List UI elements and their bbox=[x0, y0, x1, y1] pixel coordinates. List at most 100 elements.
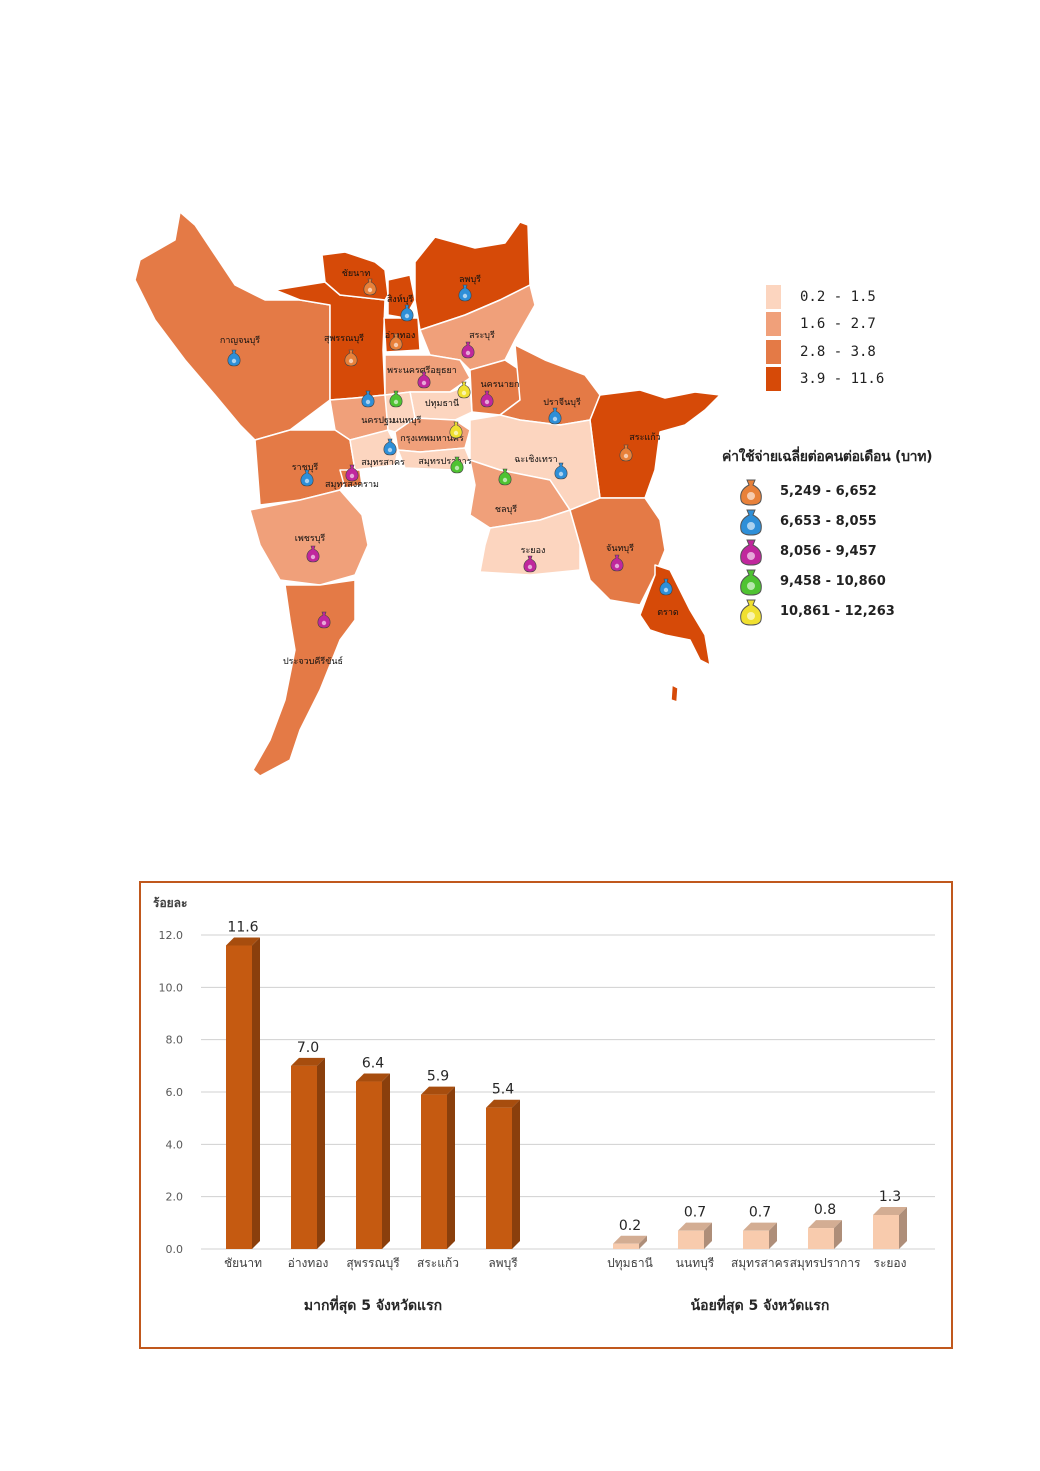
data-label: 0.8 bbox=[814, 1202, 836, 1218]
bar-side bbox=[317, 1057, 325, 1249]
expense-range-label: 5,249 - 6,652 bbox=[780, 483, 877, 499]
range-legend: 0.2 - 1.5 1.6 - 2.7 2.8 - 3.8 3.9 - 11.6 bbox=[766, 283, 926, 393]
range-label: 2.8 - 3.8 bbox=[800, 343, 876, 360]
data-label: 5.4 bbox=[492, 1082, 514, 1098]
data-label: 0.7 bbox=[749, 1205, 771, 1221]
money-bag-magenta-icon bbox=[610, 554, 624, 572]
expense-legend-row: 9,458 - 10,860 bbox=[722, 566, 952, 596]
bar bbox=[678, 1230, 704, 1249]
province-label: ปราจีนบุรี bbox=[543, 397, 581, 408]
bar bbox=[291, 1065, 317, 1249]
money-bag-blue-icon bbox=[659, 578, 673, 596]
expense-legend-row: 6,653 - 8,055 bbox=[722, 506, 952, 536]
money-bag-yellow-icon bbox=[449, 421, 463, 439]
bar bbox=[486, 1107, 512, 1249]
bar bbox=[226, 945, 252, 1249]
range-legend-row: 1.6 - 2.7 bbox=[766, 311, 926, 339]
x-tick-label: ระยอง bbox=[874, 1256, 907, 1270]
province-label: ปทุมธานี bbox=[425, 398, 459, 409]
bar-side bbox=[639, 1235, 647, 1249]
money-bag-blue-icon bbox=[361, 390, 375, 408]
money-bag-magenta-icon bbox=[417, 371, 431, 389]
bar-side bbox=[382, 1073, 390, 1249]
bar-side bbox=[834, 1220, 842, 1249]
money-bag-blue-icon bbox=[227, 349, 241, 367]
group-label: น้อยที่สุด 5 จังหวัดแรก bbox=[691, 1295, 830, 1314]
province-label: ชัยนาท bbox=[342, 269, 371, 279]
range-label: 3.9 - 11.6 bbox=[800, 371, 885, 388]
province-label: ประจวบคีรีขันธ์ bbox=[283, 655, 343, 667]
province-label: ชลบุรี bbox=[495, 504, 517, 515]
province-label: สระแก้ว bbox=[629, 432, 660, 443]
money-bag-blue-icon bbox=[458, 284, 472, 302]
bar bbox=[743, 1230, 769, 1249]
province-label: ลพบุรี bbox=[459, 274, 481, 285]
bar-top bbox=[486, 1099, 520, 1108]
expense-range-label: 8,056 - 9,457 bbox=[780, 543, 877, 559]
data-label: 5.9 bbox=[427, 1069, 449, 1085]
province-label: สระบุรี bbox=[469, 330, 495, 341]
bar-top bbox=[678, 1222, 712, 1231]
x-tick-label: สระแก้ว bbox=[417, 1256, 459, 1270]
x-tick-label: สมุทรปราการ bbox=[790, 1256, 861, 1271]
region-lopburi bbox=[414, 221, 531, 331]
money-bag-orange-icon bbox=[740, 479, 762, 506]
province-label: นครนายก bbox=[481, 380, 520, 390]
bar-top bbox=[356, 1073, 390, 1082]
x-tick-label: สมุทรสาคร bbox=[731, 1256, 790, 1271]
region-sakaeo bbox=[589, 389, 721, 499]
y-tick-label: 2.0 bbox=[166, 1191, 184, 1204]
province-map: ชัยนาท สิงห์บุรี ลพบุรี กาญจนบุรี สุพรรณบุรี… bbox=[134, 211, 952, 777]
province-label: สมุทรปราการ bbox=[418, 457, 471, 467]
data-label: 0.2 bbox=[619, 1218, 641, 1234]
money-bag-green-icon bbox=[498, 468, 512, 486]
money-bag-yellow-icon bbox=[457, 381, 471, 399]
bar-side bbox=[447, 1086, 455, 1249]
bar-top bbox=[291, 1057, 325, 1066]
money-bag-magenta-icon bbox=[480, 390, 494, 408]
region-rayong bbox=[479, 509, 581, 576]
province-label: เพชรบุรี bbox=[295, 533, 326, 544]
bar bbox=[873, 1214, 899, 1249]
bar bbox=[421, 1094, 447, 1249]
bar-side bbox=[899, 1206, 907, 1249]
province-label: นนทบุรี bbox=[393, 415, 422, 426]
expense-legend-title: ค่าใช้จ่ายเฉลี่ยต่อคนต่อเดือน (บาท) bbox=[722, 449, 933, 465]
expense-legend: ค่าใช้จ่ายเฉลี่ยต่อคนต่อเดือน (บาท) 5,24… bbox=[722, 446, 952, 626]
money-bag-blue-icon bbox=[740, 509, 762, 536]
money-bag-blue-icon bbox=[383, 438, 397, 456]
y-tick-label: 8.0 bbox=[166, 1034, 184, 1047]
money-bag-magenta-icon bbox=[317, 611, 331, 629]
range-label: 1.6 - 2.7 bbox=[800, 316, 876, 333]
money-bag-yellow-icon bbox=[740, 599, 762, 626]
money-bag-green-icon bbox=[740, 569, 762, 596]
bar-side bbox=[512, 1099, 520, 1249]
range-swatch bbox=[766, 284, 781, 309]
expense-range-label: 10,861 - 12,263 bbox=[780, 603, 895, 619]
region-trat bbox=[639, 564, 711, 666]
y-axis-label: ร้อยละ bbox=[153, 896, 187, 910]
range-legend-row: 0.2 - 1.5 bbox=[766, 283, 926, 311]
expense-legend-row: 8,056 - 9,457 bbox=[722, 536, 952, 566]
range-label: 0.2 - 1.5 bbox=[800, 288, 876, 305]
bar-top bbox=[873, 1206, 907, 1215]
data-label: 0.7 bbox=[684, 1205, 706, 1221]
bar bbox=[808, 1228, 834, 1249]
province-label: จันทบุรี bbox=[606, 543, 634, 554]
bar-side bbox=[252, 937, 260, 1249]
data-label: 6.4 bbox=[362, 1056, 384, 1072]
money-bag-orange-icon bbox=[389, 333, 403, 351]
money-bag-magenta-icon bbox=[461, 341, 475, 359]
money-bag-magenta-icon bbox=[306, 545, 320, 563]
province-label: ตราด bbox=[657, 608, 679, 618]
x-tick-label: ลพบุรี bbox=[488, 1256, 518, 1271]
x-tick-label: ชัยนาท bbox=[224, 1256, 262, 1270]
range-swatch bbox=[766, 312, 781, 337]
money-bag-blue-icon bbox=[300, 469, 314, 487]
money-bag-magenta-icon bbox=[523, 555, 537, 573]
money-bag-green-icon bbox=[389, 390, 403, 408]
province-label: สุพรรณบุรี bbox=[324, 333, 364, 344]
expense-legend-row: 10,861 - 12,263 bbox=[722, 596, 952, 626]
range-swatch bbox=[766, 339, 781, 364]
